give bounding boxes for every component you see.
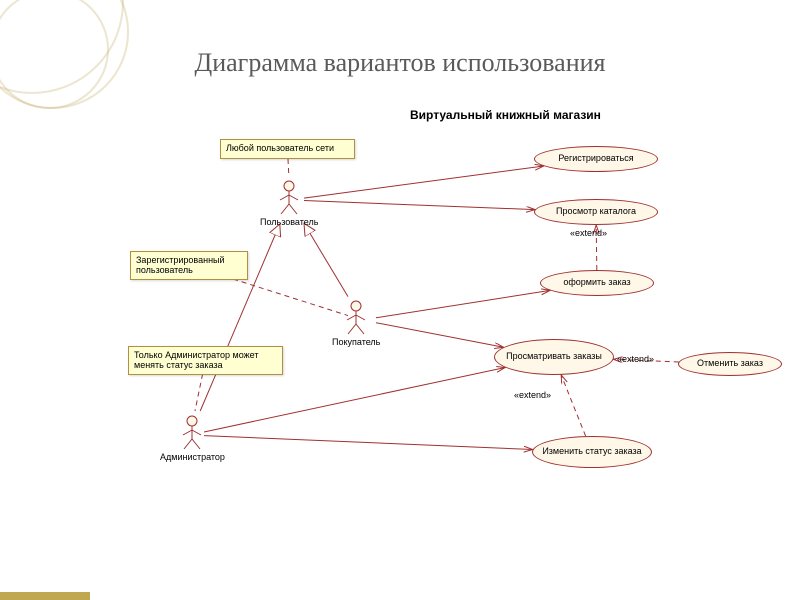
extend-label: «extend» bbox=[570, 228, 607, 238]
extend-label: «extend» bbox=[514, 390, 551, 400]
usecase-place-order: оформить заказ bbox=[540, 270, 654, 296]
actor-label: Администратор bbox=[160, 452, 225, 462]
usecase-view-orders: Просматривать заказы bbox=[494, 339, 614, 375]
accent-bar bbox=[0, 592, 90, 600]
actor-label: Покупатель bbox=[332, 337, 380, 347]
stick-figure-icon bbox=[343, 300, 369, 336]
actor-buyer: Покупатель bbox=[332, 300, 380, 347]
actor-user: Пользователь bbox=[260, 180, 318, 227]
page-title: Диаграмма вариантов использования bbox=[0, 48, 800, 78]
note-admin-only: Только Администратор можетменять статус … bbox=[128, 346, 283, 375]
diagram-lines bbox=[0, 0, 800, 600]
stick-figure-icon bbox=[179, 415, 205, 451]
extend-label: «extend» bbox=[617, 354, 654, 364]
actor-admin: Администратор bbox=[160, 415, 225, 462]
note-registered-user: Зарегистрированныйпользователь bbox=[130, 251, 248, 280]
usecase-register: Регистрироваться bbox=[534, 146, 658, 172]
note-any-user: Любой пользователь сети bbox=[220, 139, 355, 159]
usecase-change-status: Изменить статус заказа bbox=[532, 436, 652, 468]
diagram-subtitle: Виртуальный книжный магазин bbox=[410, 108, 601, 122]
stick-figure-icon bbox=[276, 180, 302, 216]
usecase-cancel-order: Отменить заказ bbox=[678, 352, 782, 376]
actor-label: Пользователь bbox=[260, 217, 318, 227]
usecase-view-catalog: Просмотр каталога bbox=[534, 199, 658, 225]
